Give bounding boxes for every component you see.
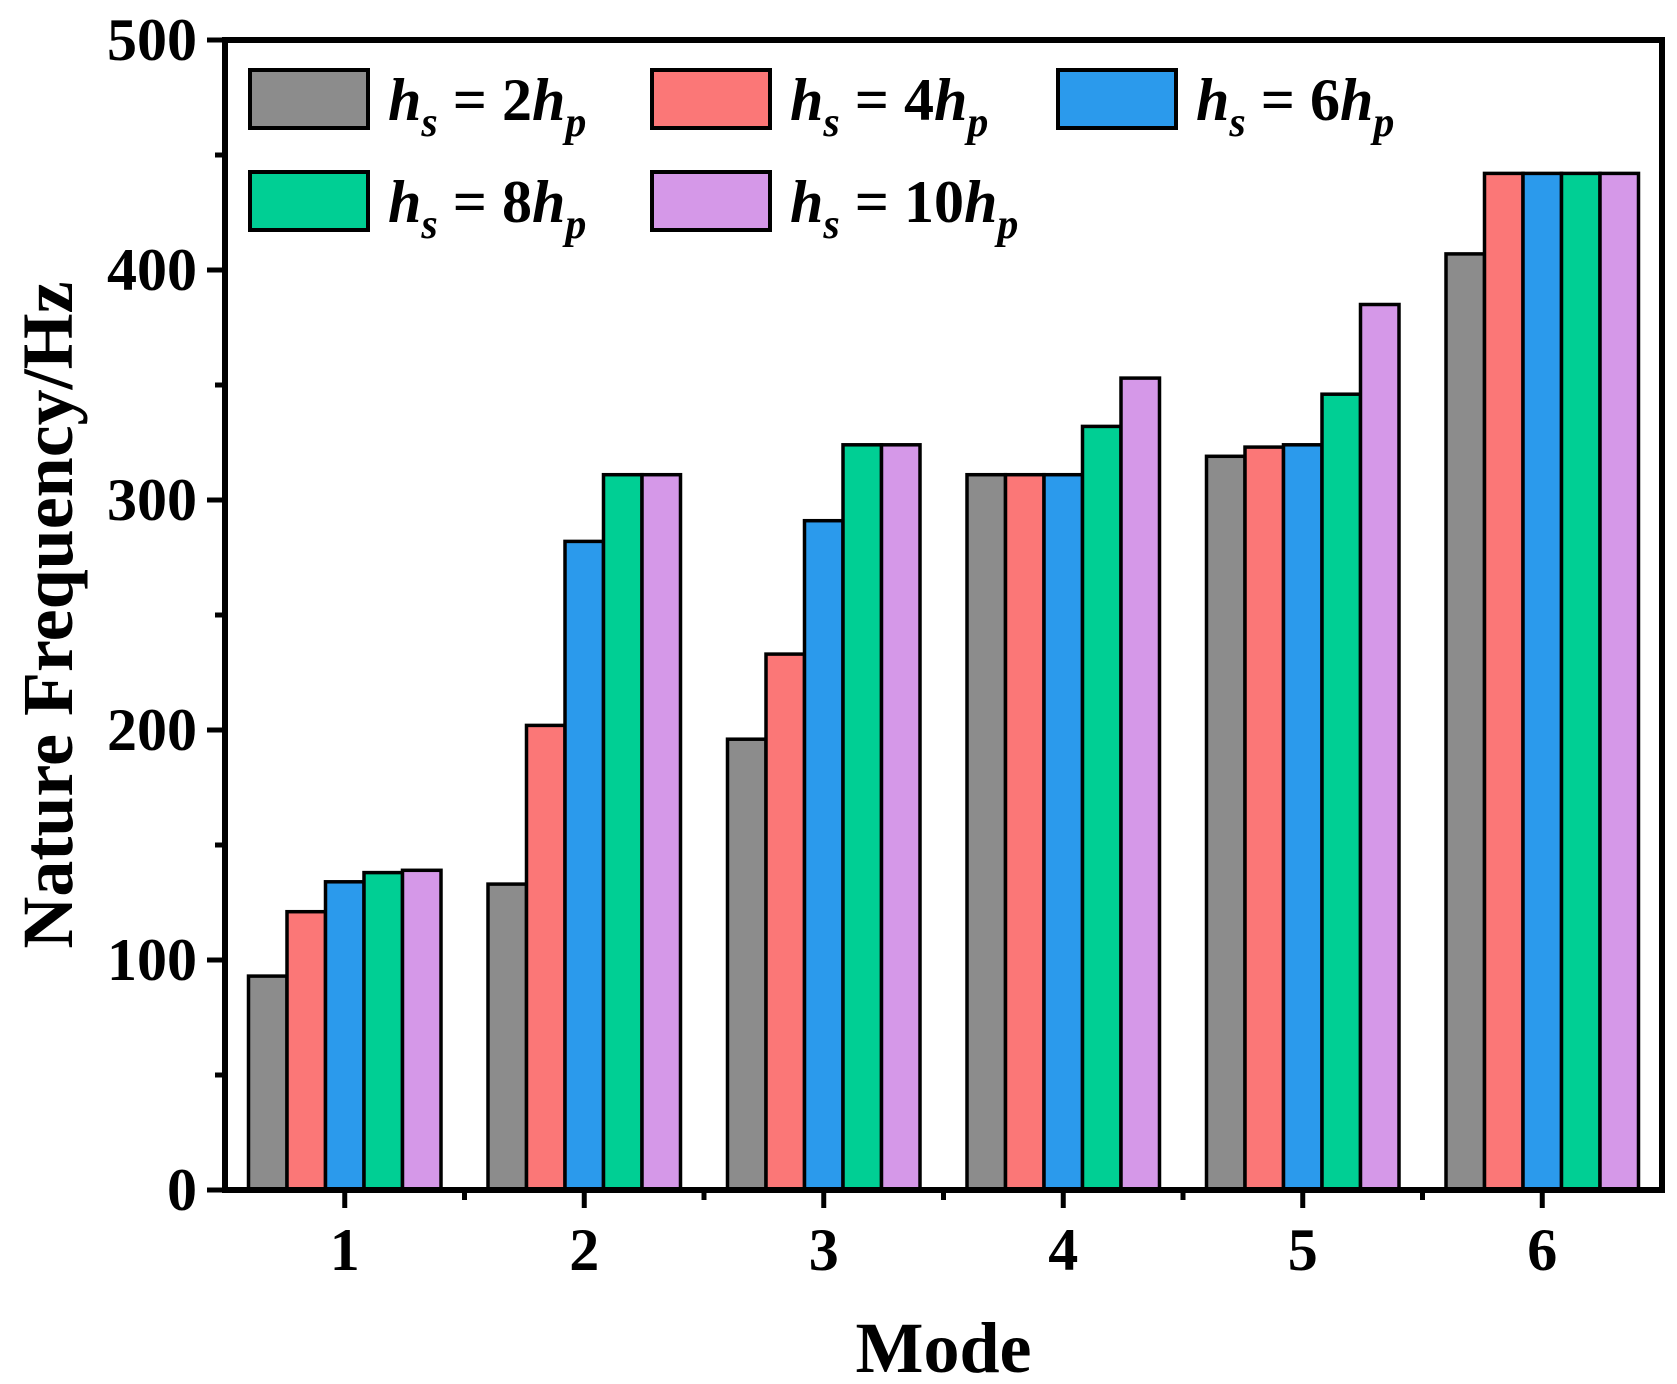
legend-item: hs = 10hp — [650, 169, 1018, 248]
x-tick-label: 1 — [330, 1217, 360, 1283]
bar-mode3-series2 — [764, 652, 807, 1192]
x-tick-label: 2 — [569, 1217, 599, 1283]
bar-mode1-series4 — [362, 870, 405, 1192]
bar-mode4-series2 — [1003, 472, 1046, 1192]
x-tick-label: 3 — [809, 1217, 839, 1283]
bar-mode2-series5 — [640, 472, 683, 1192]
bar-mode2-series2 — [524, 723, 567, 1192]
y-tick-label: 0 — [167, 1157, 197, 1223]
bar-mode3-series4 — [841, 443, 884, 1192]
bar-mode5-series4 — [1320, 392, 1363, 1192]
y-tick-label: 300 — [107, 467, 197, 533]
bar-mode5-series5 — [1358, 302, 1401, 1192]
bar-mode5-series1 — [1204, 454, 1247, 1192]
bar-mode2-series4 — [601, 472, 644, 1192]
bar-mode1-series2 — [285, 909, 328, 1192]
y-tick-label: 500 — [107, 7, 197, 73]
legend-label: hs = 8hp — [388, 169, 586, 248]
y-axis-title: Nature Frequency/Hz — [8, 281, 88, 948]
y-tick-label: 100 — [107, 927, 197, 993]
bar-mode3-series5 — [879, 443, 922, 1192]
bar-mode3-series1 — [725, 737, 768, 1192]
legend-swatch — [1056, 68, 1178, 130]
bar-mode5-series2 — [1243, 445, 1286, 1192]
bar-mode4-series5 — [1119, 376, 1162, 1192]
legend-item: hs = 2hp — [248, 67, 586, 146]
bar-mode5-series3 — [1281, 443, 1324, 1192]
legend-label: hs = 4hp — [790, 67, 988, 146]
x-axis-title: Mode — [856, 1308, 1032, 1384]
legend-item: hs = 6hp — [1056, 67, 1394, 146]
legend-item: hs = 8hp — [248, 169, 586, 248]
bar-mode6-series2 — [1482, 171, 1525, 1192]
legend-swatch — [650, 170, 772, 232]
y-tick-label: 400 — [107, 237, 197, 303]
y-tick-label: 200 — [107, 697, 197, 763]
bar-mode1-series5 — [400, 868, 443, 1192]
legend-swatch — [650, 68, 772, 130]
legend-swatch — [248, 68, 370, 130]
legend: hs = 2hp hs = 4hp hs = 6hp hs = 8hp hs = 10h… — [248, 67, 1394, 248]
bar-mode2-series1 — [486, 882, 529, 1192]
bar-mode4-series4 — [1080, 424, 1123, 1192]
bar-mode1-series1 — [246, 974, 289, 1192]
legend-item: hs = 4hp — [650, 67, 988, 146]
bar-mode1-series3 — [323, 880, 366, 1192]
bars-layer — [246, 171, 1641, 1192]
bar-mode6-series1 — [1444, 252, 1487, 1192]
x-tick-label: 4 — [1048, 1217, 1078, 1283]
x-tick-label: 5 — [1288, 1217, 1318, 1283]
x-tick-label: 6 — [1527, 1217, 1557, 1283]
bar-mode2-series3 — [563, 539, 606, 1192]
bar-mode6-series4 — [1559, 171, 1602, 1192]
bar-mode4-series1 — [965, 472, 1008, 1192]
bar-mode3-series3 — [802, 518, 845, 1192]
bar-mode4-series3 — [1042, 472, 1085, 1192]
y-axis: 0 100 200 300 400 500 — [107, 7, 225, 1223]
legend-label: hs = 2hp — [388, 67, 586, 146]
legend-swatch — [248, 170, 370, 232]
bar-mode6-series3 — [1521, 171, 1564, 1192]
x-axis: 1 2 3 4 5 6 — [330, 1190, 1557, 1283]
legend-label: hs = 6hp — [1196, 67, 1394, 146]
legend-label: hs = 10hp — [790, 169, 1018, 248]
bar-mode6-series5 — [1598, 171, 1641, 1192]
